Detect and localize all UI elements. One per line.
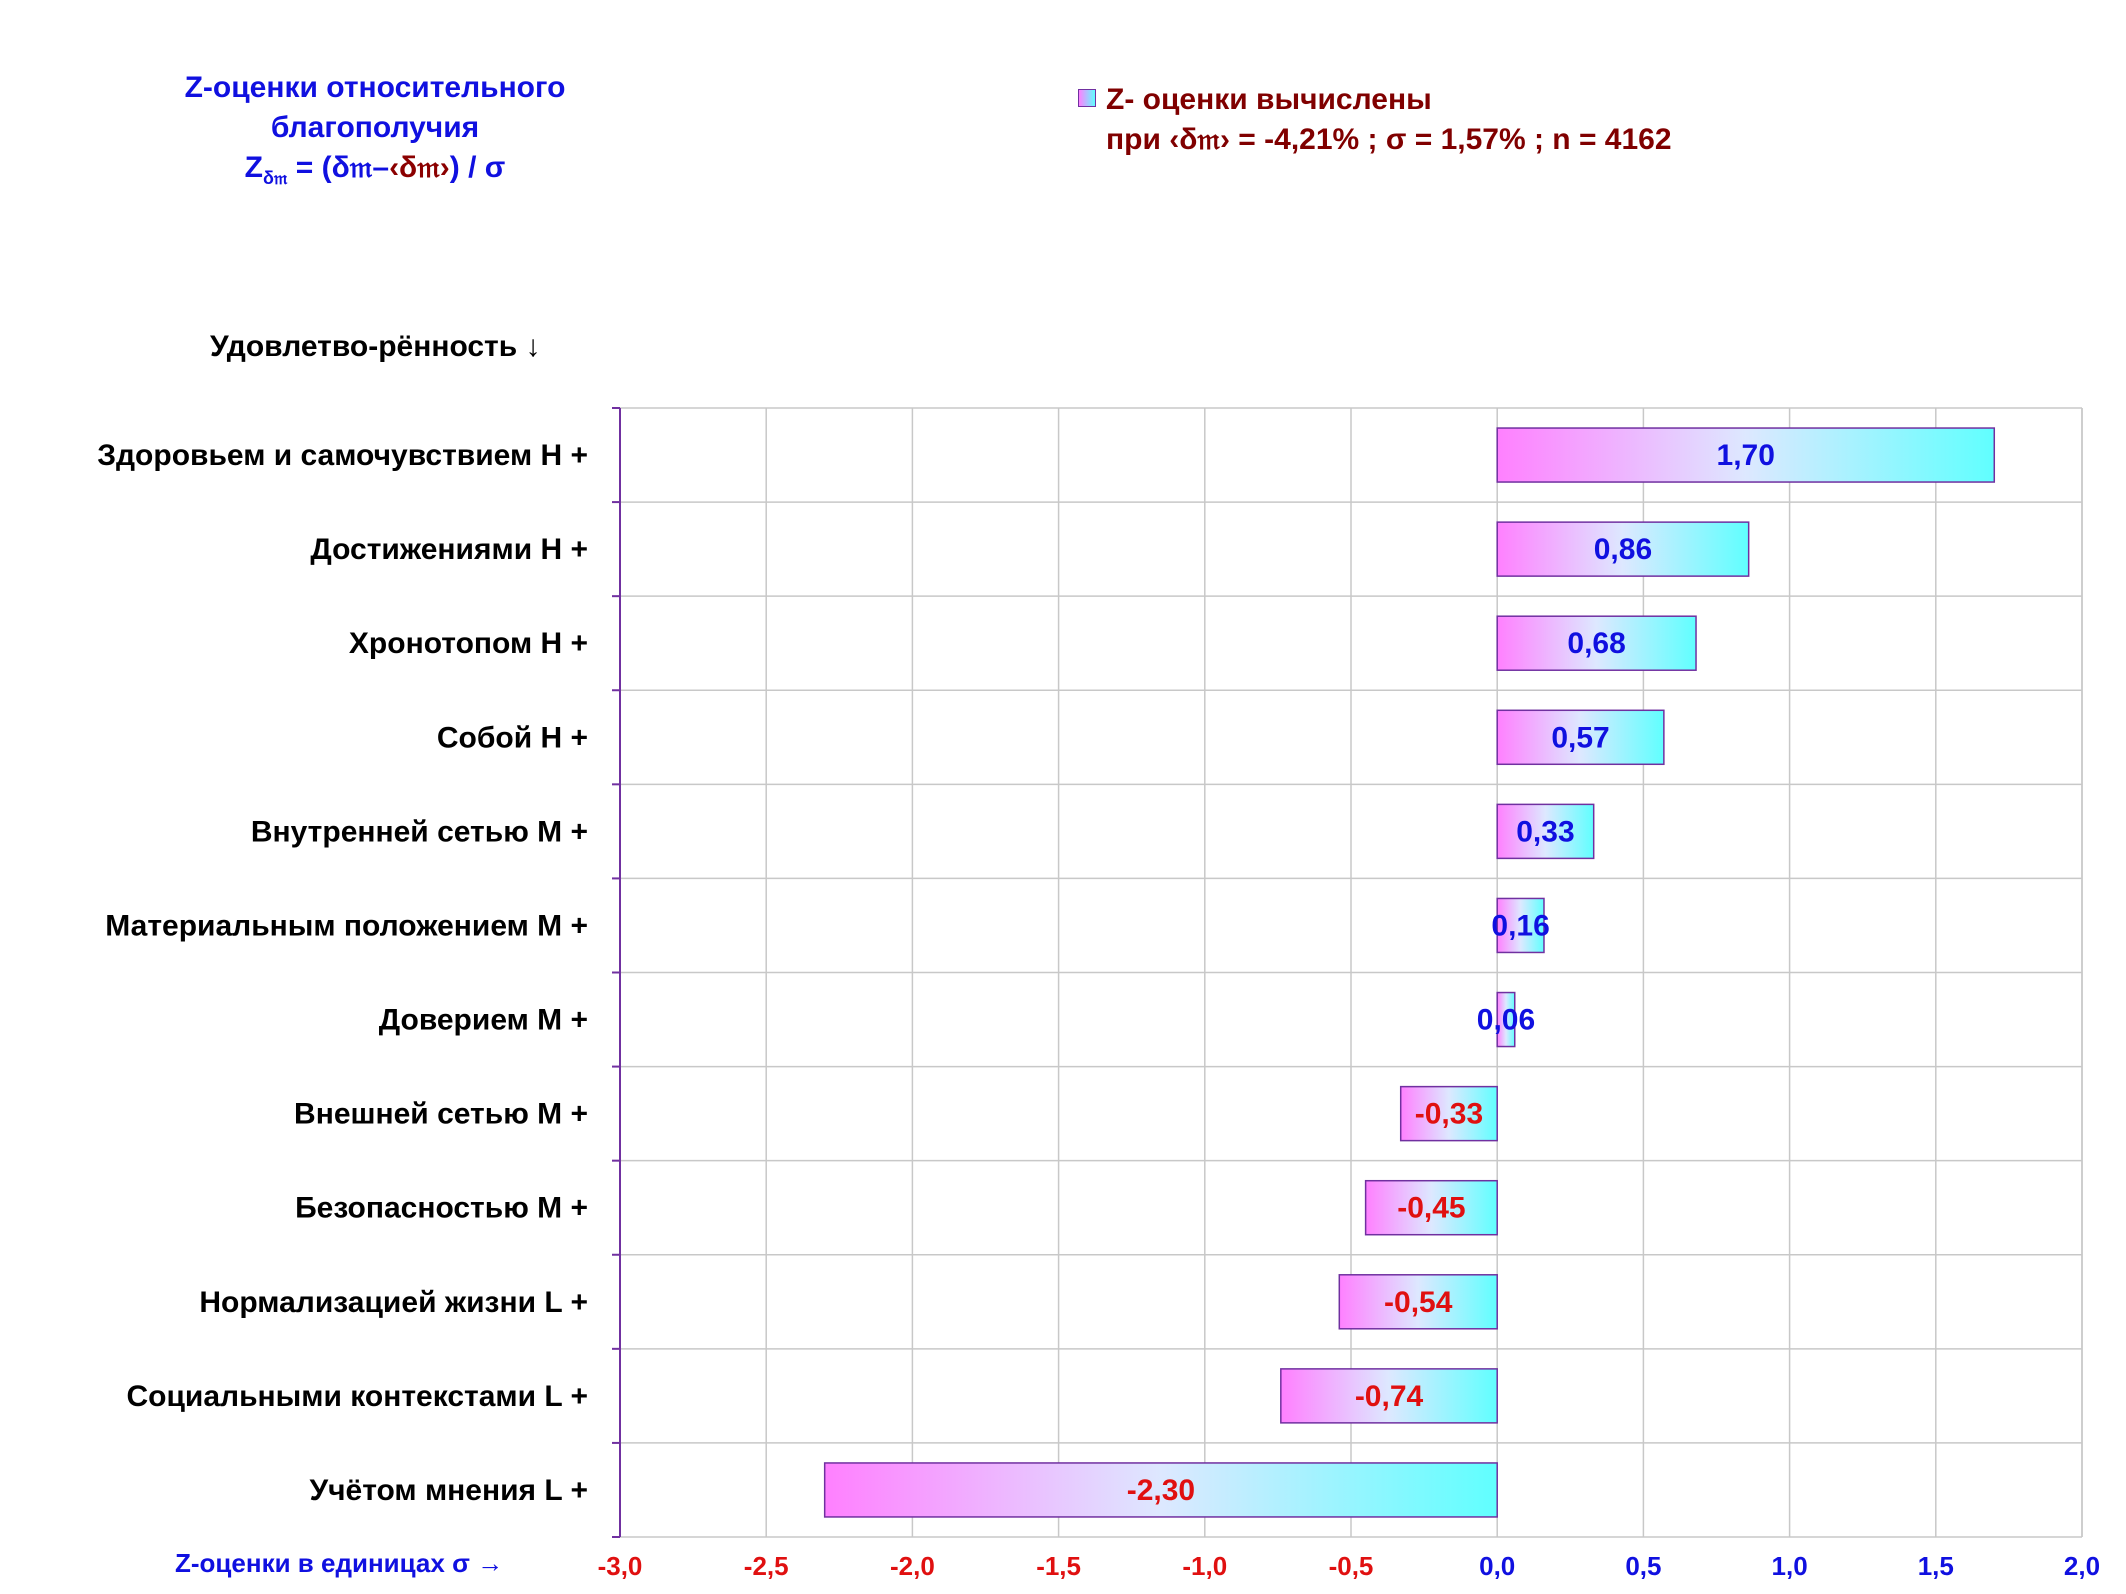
x-tick-label: 0,5: [1625, 1551, 1661, 1581]
bar: [1280, 1368, 1498, 1424]
category-label: Хронотопом H +: [349, 627, 588, 660]
category-label: Внутренней сетью M +: [251, 815, 588, 848]
x-tick-label: -1,5: [1036, 1551, 1081, 1581]
bar: [1496, 709, 1665, 766]
formula-end: ) / σ: [449, 151, 506, 184]
legend-swatch: [1078, 89, 1096, 107]
bar-value-label: 1,70: [1717, 439, 1775, 472]
formula-mean: ‹δ𝔪›: [389, 151, 450, 184]
bar-value-label: 0,68: [1567, 627, 1625, 660]
chart-title: Z-оценки относительного благополучия Zδ𝔪…: [150, 68, 600, 198]
bar-value-label: -0,33: [1415, 1098, 1483, 1131]
x-tick-label: 1,5: [1918, 1551, 1954, 1581]
category-label: Социальными контекстами L +: [127, 1380, 589, 1413]
category-label: Внешней сетью M +: [294, 1098, 588, 1131]
bar-value-label: 0,33: [1516, 815, 1574, 848]
formula-rest: = (δ𝔪–: [287, 151, 390, 184]
x-tick-label: 0,0: [1479, 1551, 1515, 1581]
x-tick-label: -3,0: [598, 1551, 643, 1581]
x-tick-label: -1,0: [1182, 1551, 1227, 1581]
chart-title-line1: Z-оценки относительного: [184, 71, 566, 104]
bar: [1496, 897, 1545, 954]
bar-value-label: -2,30: [1127, 1474, 1195, 1507]
legend-params: при ‹δ𝔪› = -4,21% ; σ = 1,57% ; n = 4162: [1106, 123, 1672, 156]
category-label: Нормализацией жизни L +: [199, 1286, 588, 1319]
x-tick-label: 2,0: [2064, 1551, 2100, 1581]
x-tick-label: 1,0: [1772, 1551, 1808, 1581]
chart-title-formula: Zδ𝔪 = (δ𝔪–‹δ𝔪›) / σ: [150, 148, 600, 198]
bar-value-label: 0,16: [1491, 909, 1549, 942]
x-tick-label: -0,5: [1329, 1551, 1374, 1581]
bar-value-label: -0,74: [1355, 1380, 1424, 1413]
chart-title-line2: благополучия: [270, 111, 480, 144]
legend: Z- оценки вычислены при ‹δ𝔪› = -4,21% ; …: [1078, 80, 1672, 160]
bar: [1496, 615, 1697, 671]
category-label: Безопасностью M +: [295, 1192, 588, 1225]
category-axis-header: Удовлетво-рённость ↓: [210, 330, 541, 363]
bar: [1496, 991, 1516, 1048]
bar: [1496, 427, 1996, 483]
bar: [1338, 1274, 1498, 1330]
category-label: Собой H +: [437, 721, 588, 754]
bar-value-label: -0,45: [1397, 1192, 1465, 1225]
formula-z: Z: [244, 151, 263, 184]
bar: [1399, 1085, 1498, 1142]
bar-value-label: 0,86: [1594, 533, 1652, 566]
x-tick-label: -2,5: [744, 1551, 789, 1581]
category-label: Учётом мнения L +: [309, 1474, 588, 1507]
x-axis-title: Z-оценки в единицах σ →: [175, 1548, 504, 1578]
bar: [823, 1462, 1498, 1518]
category-label: Материальным положением M +: [105, 909, 588, 942]
category-label: Здоровьем и самочувствием H +: [97, 439, 588, 472]
legend-series-label: Z- оценки вычислены: [1106, 83, 1432, 116]
bar: [1496, 521, 1750, 577]
category-label: Достижениями H +: [310, 533, 588, 566]
bar-value-label: 0,57: [1551, 721, 1609, 754]
bar-value-label: 0,06: [1477, 1004, 1535, 1037]
bar: [1496, 803, 1595, 860]
bar: [1364, 1179, 1498, 1236]
formula-sub: δ𝔪: [262, 168, 288, 188]
x-tick-label: -2,0: [890, 1551, 935, 1581]
category-label: Доверием M +: [379, 1004, 588, 1037]
bar-value-label: -0,54: [1384, 1286, 1453, 1319]
